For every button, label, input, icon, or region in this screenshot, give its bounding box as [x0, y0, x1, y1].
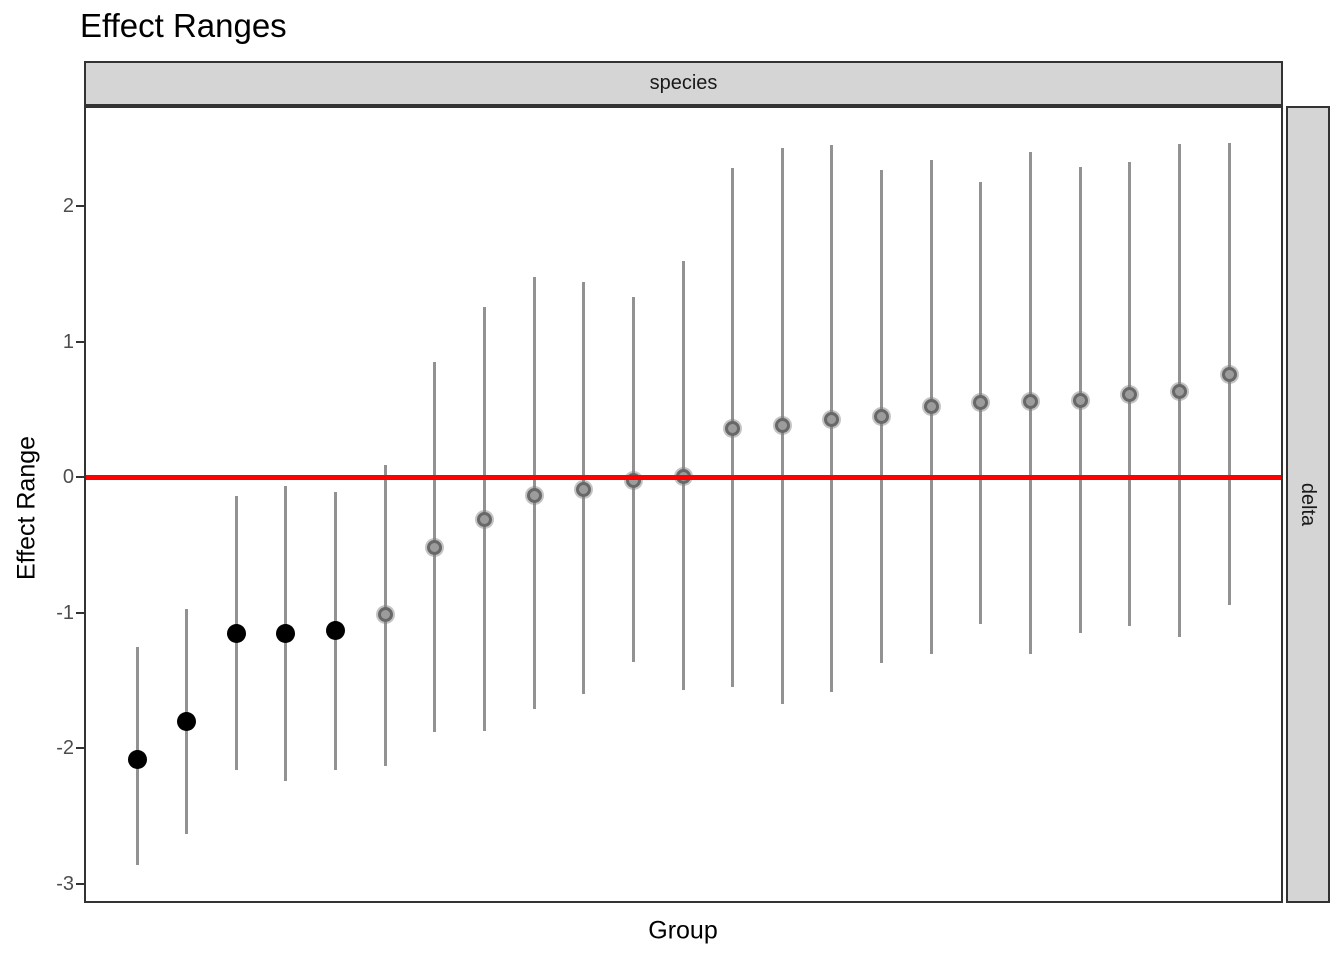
data-point-emphasis — [177, 711, 197, 731]
y-axis-title: Effect Range — [12, 435, 41, 581]
data-point — [1072, 392, 1088, 408]
data-point — [725, 421, 741, 437]
y-tick-mark — [76, 611, 84, 614]
data-point — [923, 399, 939, 415]
facet-strip-species: species — [84, 61, 1283, 106]
y-tick-label: 1 — [62, 330, 74, 353]
y-tick-mark — [76, 476, 84, 479]
y-tick-label: -1 — [56, 601, 74, 624]
y-tick-label: -2 — [56, 737, 74, 760]
data-point — [476, 511, 492, 527]
data-point-emphasis — [226, 623, 246, 643]
data-point — [973, 395, 989, 411]
facet-strip-delta-label: delta — [1297, 482, 1320, 527]
data-point — [1221, 366, 1237, 382]
data-point — [576, 482, 592, 498]
data-point-emphasis — [326, 621, 346, 641]
y-tick-label: -3 — [56, 873, 74, 896]
data-point — [1122, 387, 1138, 403]
plot-title: Effect Ranges — [80, 7, 287, 44]
data-point — [427, 540, 443, 556]
data-point — [377, 606, 393, 622]
y-tick-label: 0 — [62, 466, 74, 489]
zero-reference-line — [84, 474, 1283, 480]
data-point — [1171, 384, 1187, 400]
data-point — [824, 411, 840, 427]
y-tick-mark — [76, 205, 84, 208]
data-point — [874, 408, 890, 424]
data-point — [1022, 393, 1038, 409]
x-axis-title: Group — [648, 916, 718, 945]
data-point-emphasis — [276, 623, 296, 643]
y-tick-mark — [76, 883, 84, 886]
data-point — [526, 487, 542, 503]
facet-strip-species-label: species — [649, 72, 718, 94]
data-point — [774, 418, 790, 434]
data-point-emphasis — [127, 749, 147, 769]
y-tick-mark — [76, 340, 84, 343]
plot-panel — [84, 106, 1283, 903]
y-tick-mark — [76, 747, 84, 750]
y-tick-label: 2 — [62, 195, 74, 218]
facet-strip-delta: delta — [1286, 106, 1330, 903]
